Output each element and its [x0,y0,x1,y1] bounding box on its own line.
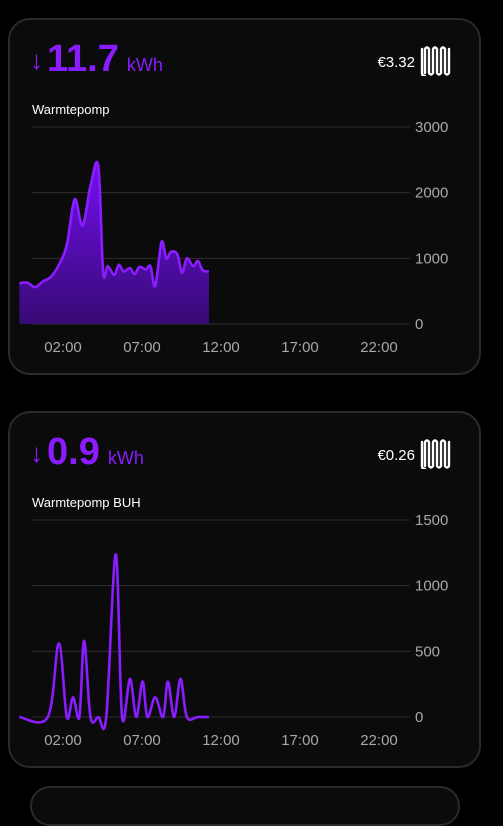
energy-card-next[interactable] [30,786,460,826]
y-tick-label: 1000 [415,250,448,267]
data-point [138,266,140,268]
x-tick-label: 02:00 [44,339,82,356]
energy-unit: kWh [126,55,163,75]
data-point [176,253,178,255]
data-point [47,716,49,718]
data-point [89,716,91,718]
x-tick-label: 07:00 [123,732,161,749]
data-point [146,716,148,718]
energy-total: ↓ 11.7 kWh [30,38,163,80]
power-chart[interactable]: 1500 1000 500 0 02:00 07:00 12:00 17:00 22:00 [10,413,483,770]
cost-value: €0.26 [377,447,415,464]
energy-total: ↓ 0.9 kWh [30,431,144,473]
arrow-down-icon: ↓ [30,45,43,75]
data-point [149,265,151,267]
energy-card-warmtepomp[interactable]: ↓ 11.7 kWh Warmtepomp €3.32 3000 2000 1000… [8,18,481,375]
data-point [115,553,117,555]
data-point [118,264,120,266]
card-header: ↓ 11.7 kWh Warmtepomp [30,38,460,117]
x-tick-label: 22:00 [360,339,398,356]
data-point [34,286,36,288]
x-tick-label: 12:00 [202,732,240,749]
data-point [154,285,156,287]
data-point [107,265,109,267]
energy-value: 11.7 [47,38,119,80]
energy-value: 0.9 [47,431,100,473]
y-tick-label: 3000 [415,119,448,136]
data-point [170,251,172,253]
radiator-icon[interactable] [419,46,453,76]
data-point [97,716,99,718]
data-point [18,716,20,718]
y-tick-label: 500 [415,643,440,660]
data-point [167,680,169,682]
x-tick-label: 17:00 [281,732,319,749]
data-point [165,257,167,259]
y-tick-label: 1500 [415,512,448,529]
data-point [186,716,188,718]
data-point [173,716,175,718]
x-tick-label: 22:00 [360,732,398,749]
data-point [201,269,203,271]
data-point [89,185,91,187]
device-name: Warmtepomp [32,102,110,117]
data-point [192,265,194,267]
data-point [58,264,60,266]
x-tick-label: 02:00 [44,732,82,749]
data-point [72,696,74,698]
y-tick-label: 0 [415,316,423,333]
y-tick-label: 0 [415,709,423,726]
data-point [154,696,156,698]
series-line [19,160,210,289]
data-point [181,272,183,274]
data-point [83,640,85,642]
arrow-down-icon: ↓ [30,438,43,468]
series-area [19,162,209,324]
data-point [145,268,147,270]
data-point [50,276,52,278]
data-point [197,716,199,718]
x-tick-label: 07:00 [123,339,161,356]
data-point [122,270,124,272]
data-point [208,270,210,272]
data-point [129,267,131,269]
x-tick-label: 17:00 [281,339,319,356]
cost-value: €3.32 [377,54,415,71]
data-point [179,678,181,680]
data-point [102,270,104,272]
data-point [26,281,28,283]
y-tick-label: 1000 [415,578,448,595]
data-point [105,716,107,718]
data-point [135,716,137,718]
data-point [208,716,210,718]
data-point [160,241,162,243]
x-tick-label: 12:00 [202,339,240,356]
data-point [113,274,115,276]
power-chart[interactable]: 3000 2000 1000 0 02:00 07:00 12:00 17:00 22:00 [10,20,483,377]
data-point [197,260,199,262]
data-point [81,224,83,226]
data-point [66,244,68,246]
energy-card-warmtepomp-buh[interactable]: ↓ 0.9 kWh Warmtepomp BUH €0.26 1500 1000 5… [8,411,481,768]
energy-unit: kWh [107,448,144,468]
data-point [134,273,136,275]
data-point [129,678,131,680]
data-point [58,642,60,644]
data-point [141,680,143,682]
y-tick-label: 2000 [415,185,448,202]
data-point [78,716,80,718]
series-line [19,552,209,731]
device-name: Warmtepomp BUH [32,495,141,510]
data-point [97,165,99,167]
data-point [162,716,164,718]
radiator-icon[interactable] [419,439,453,469]
data-point [18,282,20,284]
card-header: ↓ 0.9 kWh Warmtepomp BUH [30,431,460,510]
data-point [42,280,44,282]
data-point [121,716,123,718]
data-point [73,198,75,200]
data-point [186,257,188,259]
data-point [66,716,68,718]
